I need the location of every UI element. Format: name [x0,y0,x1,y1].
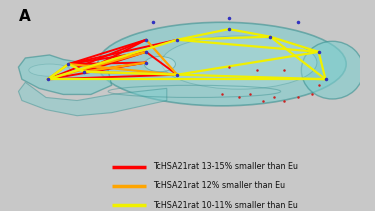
Ellipse shape [98,22,346,106]
Ellipse shape [29,64,70,76]
Ellipse shape [162,36,317,89]
Text: TcHSA21rat 12% smaller than Eu: TcHSA21rat 12% smaller than Eu [153,181,285,191]
Text: TcHSA21rat 10-11% smaller than Eu: TcHSA21rat 10-11% smaller than Eu [153,201,298,210]
Polygon shape [18,82,167,116]
Text: A: A [18,9,30,24]
Ellipse shape [144,57,176,72]
Ellipse shape [302,41,363,99]
Polygon shape [18,55,112,95]
Text: TcHSA21rat 13-15% smaller than Eu: TcHSA21rat 13-15% smaller than Eu [153,162,298,171]
